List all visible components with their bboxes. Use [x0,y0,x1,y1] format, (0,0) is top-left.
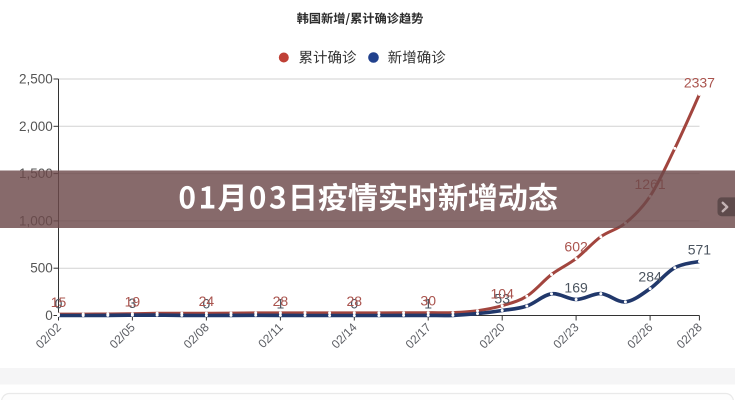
svg-text:104: 104 [491,286,515,302]
svg-text:28: 28 [273,293,289,309]
svg-text:3: 3 [129,295,137,311]
svg-text:169: 169 [564,280,588,296]
svg-text:500: 500 [30,261,53,276]
svg-text:2,000: 2,000 [19,119,53,134]
svg-text:19: 19 [125,294,141,310]
svg-text:602: 602 [564,239,588,255]
svg-text:0: 0 [203,296,211,312]
svg-text:2,500: 2,500 [19,72,53,87]
svg-text:30: 30 [420,293,436,309]
svg-text:0: 0 [55,296,63,312]
svg-text:2337: 2337 [684,74,715,90]
svg-text:28: 28 [347,293,363,309]
svg-text:284: 284 [638,269,662,285]
svg-text:1: 1 [424,295,432,311]
svg-text:15: 15 [51,294,67,310]
svg-text:1: 1 [277,295,285,311]
svg-text:0: 0 [45,308,53,323]
svg-text:53: 53 [494,291,510,307]
svg-text:0: 0 [350,296,358,312]
svg-text:571: 571 [688,242,712,258]
svg-text:24: 24 [199,293,215,309]
